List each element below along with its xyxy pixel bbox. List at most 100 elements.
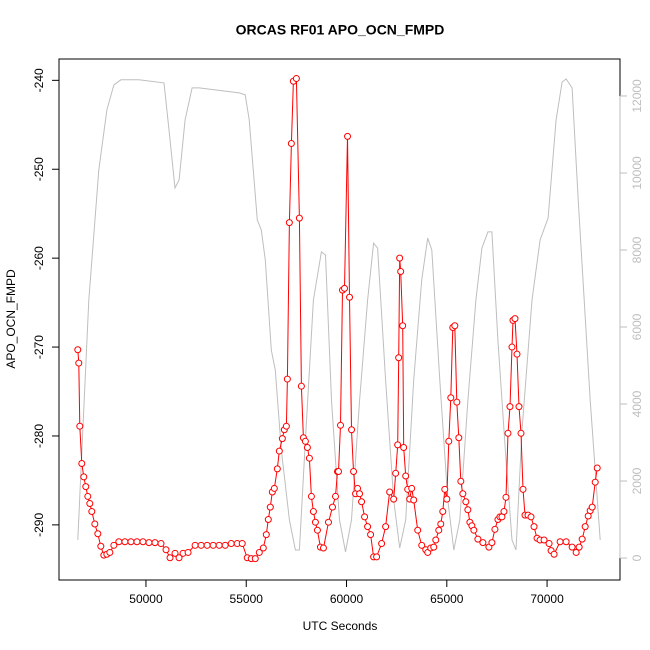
data-point	[439, 508, 447, 516]
data-point	[515, 403, 523, 411]
data-point	[283, 375, 291, 383]
data-point	[540, 536, 548, 544]
data-point	[430, 543, 438, 551]
y2-tick-label: 6000	[630, 313, 644, 340]
y2-tick-label: 12000	[630, 79, 644, 113]
data-point	[311, 518, 319, 526]
data-point	[581, 523, 589, 531]
data-point	[455, 434, 463, 442]
x-tick-label: 55000	[230, 592, 264, 606]
data-point	[191, 541, 199, 549]
y-tick-label: -270	[32, 335, 46, 359]
data-point	[397, 267, 405, 275]
x-tick-label: 50000	[129, 592, 163, 606]
data-point	[588, 503, 596, 511]
data-point	[341, 284, 349, 292]
x-axis-label: UTC Seconds	[303, 619, 378, 633]
series-line	[77, 78, 601, 552]
data-point	[151, 539, 159, 547]
data-point	[273, 465, 281, 473]
y2-tick-label: 8000	[630, 236, 644, 263]
data-point	[331, 492, 339, 500]
data-point	[76, 422, 84, 430]
data-point	[545, 540, 553, 548]
data-point	[408, 484, 416, 492]
data-point	[82, 483, 90, 491]
data-point	[445, 437, 453, 445]
data-point	[255, 548, 263, 556]
data-point	[88, 508, 96, 516]
data-point	[292, 75, 300, 83]
y-axis-label: APO_OCN_FMPD	[4, 269, 18, 369]
data-point	[437, 520, 445, 528]
data-point	[575, 543, 583, 551]
data-point	[110, 541, 118, 549]
data-point	[319, 544, 327, 552]
data-point	[457, 477, 465, 485]
data-point	[97, 542, 105, 550]
data-point	[337, 421, 345, 429]
data-point	[215, 541, 223, 549]
data-point	[382, 523, 390, 531]
data-point	[435, 526, 443, 534]
data-point	[350, 468, 358, 476]
data-point	[400, 444, 408, 452]
data-point	[502, 493, 510, 501]
data-point	[313, 526, 321, 534]
data-point	[278, 435, 286, 443]
data-point	[227, 540, 235, 548]
data-point	[78, 460, 86, 468]
data-point	[451, 322, 459, 330]
data-point	[264, 516, 272, 524]
data-point	[328, 503, 336, 511]
x-tick-label: 60000	[330, 592, 364, 606]
data-point	[414, 526, 422, 534]
data-point	[262, 531, 270, 539]
data-point	[157, 540, 165, 548]
data-point	[94, 530, 102, 538]
data-point	[209, 541, 217, 549]
data-point	[309, 508, 317, 516]
y-tick-label: -240	[32, 68, 46, 92]
data-point	[513, 350, 521, 358]
x-tick-label: 65000	[430, 592, 464, 606]
data-point	[556, 538, 564, 546]
data-point	[238, 540, 246, 548]
data-point	[506, 403, 514, 411]
data-point	[184, 548, 192, 556]
data-point	[441, 485, 449, 493]
data-point	[282, 422, 290, 430]
y-tick-label: -280	[32, 424, 46, 448]
y-tick-label: -260	[32, 246, 46, 270]
data-point	[259, 544, 267, 552]
y-tick-label: -250	[32, 157, 46, 181]
data-point	[324, 518, 332, 526]
y-tick-label: -290	[32, 513, 46, 537]
data-point	[303, 444, 311, 452]
data-point	[453, 398, 461, 406]
data-point	[287, 139, 295, 147]
data-point	[593, 464, 601, 472]
data-point	[301, 437, 309, 445]
data-point	[166, 554, 174, 562]
data-point	[74, 346, 82, 354]
data-point	[86, 500, 94, 508]
data-point	[491, 525, 499, 533]
data-point	[395, 354, 403, 362]
y2-tick-label: 2000	[630, 467, 644, 494]
data-point	[297, 382, 305, 390]
data-point	[527, 513, 535, 521]
data-point	[115, 538, 123, 546]
data-point	[530, 523, 538, 531]
data-point	[275, 447, 283, 455]
data-point	[307, 492, 315, 500]
data-point	[334, 468, 342, 476]
data-point	[562, 538, 570, 546]
data-point	[479, 539, 487, 547]
data-point	[511, 315, 519, 323]
data-point	[270, 484, 278, 492]
data-point	[221, 541, 229, 549]
data-point	[106, 548, 114, 556]
data-point	[432, 536, 440, 544]
